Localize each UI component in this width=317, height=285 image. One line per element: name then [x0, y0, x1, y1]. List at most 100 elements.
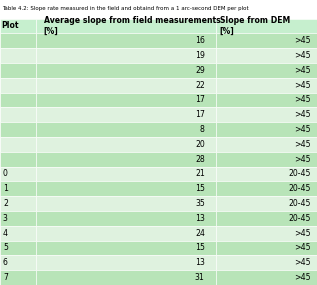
Text: >45: >45 — [294, 229, 311, 238]
Text: 21: 21 — [195, 170, 205, 178]
Bar — [36, 93, 216, 107]
Bar — [36, 270, 216, 285]
Text: 2: 2 — [3, 199, 8, 208]
Text: >45: >45 — [294, 125, 311, 134]
Bar — [216, 226, 317, 241]
Bar — [216, 241, 317, 255]
Bar — [216, 211, 317, 226]
Text: 5: 5 — [3, 243, 8, 253]
Bar — [216, 196, 317, 211]
Text: 15: 15 — [195, 184, 205, 193]
Text: >45: >45 — [294, 81, 311, 90]
Bar — [36, 196, 216, 211]
Text: 17: 17 — [195, 95, 205, 104]
Text: 17: 17 — [195, 110, 205, 119]
Bar — [216, 166, 317, 181]
Text: 16: 16 — [195, 36, 205, 45]
Text: 31: 31 — [195, 273, 205, 282]
Bar — [36, 63, 216, 78]
Text: 3: 3 — [3, 214, 8, 223]
Bar — [0, 152, 36, 166]
Bar — [0, 19, 36, 33]
Text: 24: 24 — [195, 229, 205, 238]
Bar — [216, 137, 317, 152]
Bar — [0, 122, 36, 137]
Bar — [216, 93, 317, 107]
Text: >45: >45 — [294, 273, 311, 282]
Text: 13: 13 — [195, 214, 205, 223]
Text: >45: >45 — [294, 258, 311, 267]
Bar — [36, 33, 216, 48]
Text: 1: 1 — [3, 184, 8, 193]
Text: 7: 7 — [3, 273, 8, 282]
Bar — [216, 48, 317, 63]
Bar — [36, 211, 216, 226]
Bar — [216, 63, 317, 78]
Text: >45: >45 — [294, 243, 311, 253]
Text: 13: 13 — [195, 258, 205, 267]
Text: 20-45: 20-45 — [288, 214, 311, 223]
Text: 6: 6 — [3, 258, 8, 267]
Bar — [36, 48, 216, 63]
Bar — [0, 166, 36, 181]
Text: 35: 35 — [195, 199, 205, 208]
Bar — [216, 19, 317, 33]
Text: >45: >45 — [294, 66, 311, 75]
Bar — [36, 137, 216, 152]
Bar — [36, 19, 216, 33]
Text: 20: 20 — [195, 140, 205, 149]
Bar — [0, 107, 36, 122]
Bar — [36, 152, 216, 166]
Text: >45: >45 — [294, 110, 311, 119]
Bar — [216, 181, 317, 196]
Text: Table 4.2: Slope rate measured in the field and obtaind from a 1 arc-second DEM : Table 4.2: Slope rate measured in the fi… — [2, 6, 248, 11]
Text: 15: 15 — [195, 243, 205, 253]
Bar — [216, 255, 317, 270]
Bar — [0, 63, 36, 78]
Text: >45: >45 — [294, 155, 311, 164]
Bar — [36, 255, 216, 270]
Text: 4: 4 — [3, 229, 8, 238]
Bar — [0, 211, 36, 226]
Text: 20-45: 20-45 — [288, 170, 311, 178]
Text: 28: 28 — [195, 155, 205, 164]
Bar — [216, 122, 317, 137]
Bar — [36, 166, 216, 181]
Text: 20-45: 20-45 — [288, 184, 311, 193]
Text: 20-45: 20-45 — [288, 199, 311, 208]
Bar — [36, 226, 216, 241]
Text: Slope from DEM
[%]: Slope from DEM [%] — [220, 16, 290, 36]
Bar — [0, 93, 36, 107]
Bar — [216, 78, 317, 93]
Text: >45: >45 — [294, 36, 311, 45]
Bar — [0, 78, 36, 93]
Bar — [0, 196, 36, 211]
Bar — [216, 152, 317, 166]
Text: Plot: Plot — [2, 21, 19, 30]
Bar — [36, 181, 216, 196]
Bar — [216, 270, 317, 285]
Text: 19: 19 — [195, 51, 205, 60]
Text: >45: >45 — [294, 140, 311, 149]
Bar — [0, 270, 36, 285]
Bar — [0, 226, 36, 241]
Bar — [36, 107, 216, 122]
Bar — [36, 78, 216, 93]
Bar — [0, 255, 36, 270]
Bar — [216, 33, 317, 48]
Bar — [216, 107, 317, 122]
Bar — [36, 122, 216, 137]
Bar — [0, 137, 36, 152]
Text: 8: 8 — [200, 125, 205, 134]
Text: >45: >45 — [294, 95, 311, 104]
Text: Average slope from field measurements
[%]: Average slope from field measurements [%… — [44, 16, 220, 36]
Text: >45: >45 — [294, 51, 311, 60]
Bar — [0, 181, 36, 196]
Text: 29: 29 — [195, 66, 205, 75]
Bar — [0, 48, 36, 63]
Bar — [36, 241, 216, 255]
Bar — [0, 33, 36, 48]
Text: 0: 0 — [3, 170, 8, 178]
Bar — [0, 241, 36, 255]
Text: 22: 22 — [195, 81, 205, 90]
